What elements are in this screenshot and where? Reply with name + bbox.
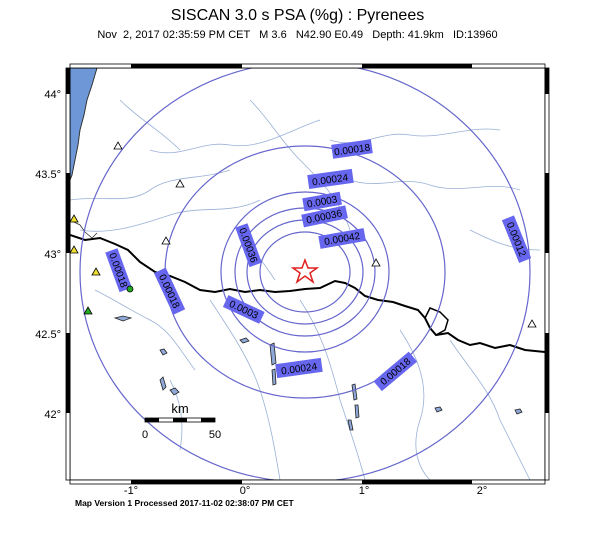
lakes	[113, 315, 523, 431]
lon-label: 1°	[359, 485, 370, 497]
map-title: SISCAN 3.0 s PSA (%g) : Pyrenees	[170, 7, 425, 24]
border	[70, 234, 545, 353]
scale-end: 50	[209, 429, 221, 441]
contour-label-text: 0.0003	[306, 194, 338, 210]
lat-label: 43.5°	[35, 169, 61, 181]
contour-label-text: 0.00024	[312, 172, 350, 188]
station-triangle	[91, 267, 101, 276]
border-loop	[424, 307, 449, 336]
map-background	[70, 68, 545, 480]
station-triangle	[69, 245, 79, 254]
station-triangle	[83, 306, 93, 315]
scale-bar: km 0 50	[142, 401, 221, 441]
lat-label: 42.5°	[35, 329, 61, 341]
contour-label-text: 0.00018	[334, 142, 372, 158]
lon-label: 2°	[477, 485, 488, 497]
lat-label: 44°	[44, 89, 61, 101]
station-triangle	[175, 179, 185, 188]
contour-label-3: 0.0003	[302, 191, 342, 212]
station-triangle	[527, 319, 537, 328]
lat-label: 43°	[44, 249, 61, 261]
latitude-labels: 44° 43.5° 43° 42.5° 42°	[35, 89, 61, 421]
scale-start: 0	[142, 429, 148, 441]
coastline	[70, 68, 98, 181]
coast-south	[70, 219, 98, 239]
station-triangle	[161, 236, 171, 245]
contour-label-1: 0.00018	[331, 139, 373, 159]
epicenter-star-icon	[290, 257, 320, 285]
contour-label-2: 0.00024	[307, 168, 354, 189]
rivers	[70, 99, 541, 480]
lat-label: 42°	[44, 409, 61, 421]
frame-border	[65, 63, 550, 485]
scale-unit: km	[171, 401, 188, 416]
station-triangle	[113, 141, 123, 150]
processing-footer: Map Version 1 Processed 2017-11-02 02:38…	[75, 498, 294, 508]
contour-label-11: 0.00024	[275, 357, 323, 379]
contour-label-text: 0.00024	[281, 361, 319, 377]
lon-label: -1°	[124, 485, 138, 497]
event-subtitle: Nov 2, 2017 02:35:59 PM CET M 3.6 N42.90…	[97, 29, 498, 41]
station-triangle	[371, 258, 381, 267]
lon-label: 0°	[240, 485, 251, 497]
longitude-labels: -1° 0° 1° 2°	[124, 485, 487, 497]
stations	[69, 141, 537, 328]
station-circle	[126, 285, 134, 293]
station-triangle	[69, 214, 79, 223]
